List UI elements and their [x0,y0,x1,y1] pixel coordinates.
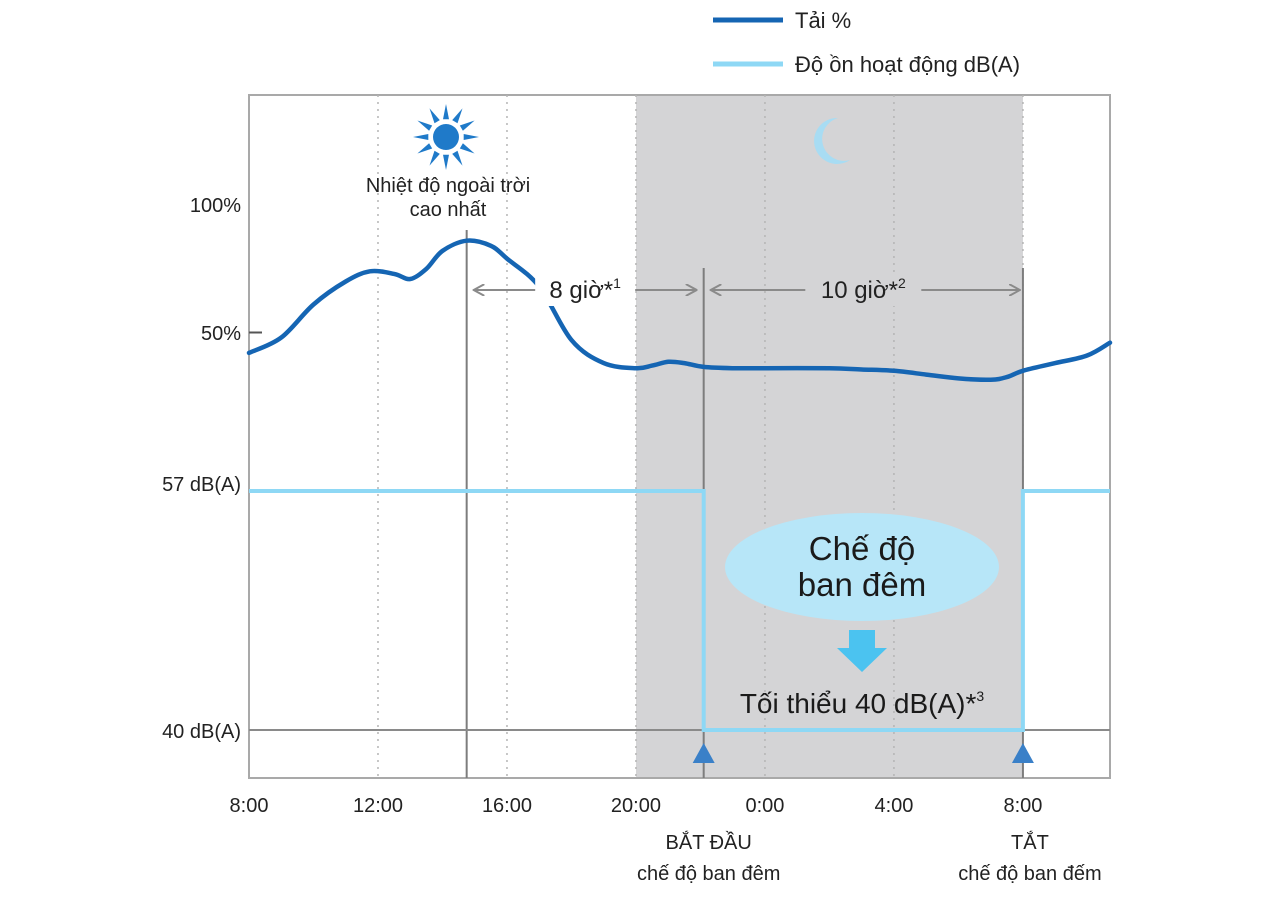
x-tick-label: 20:00 [611,795,661,817]
start-label-line1: BẮT ĐẦU [666,830,752,854]
x-tick-label: 8:00 [230,795,269,817]
plot-frame [248,94,1111,779]
start-marker-icon [692,743,715,763]
y-tick-40db: 40 dB(A) [162,721,241,743]
vertical-gridlines [377,95,1024,778]
peak-annotation-line1: Nhiệt độ ngoài trời [366,175,530,197]
end-label-line1: TẮT [1011,830,1049,854]
x-tick-label: 12:00 [353,795,403,817]
series-line-noise [249,489,1110,732]
x-axis-tick-labels: 8:00 12:00 16:00 20:00 0:00 4:00 8:00 [230,795,1043,817]
x-tick-label: 4:00 [874,795,913,817]
night-period-shading [635,95,1023,778]
minimum-noise-label: Tối thiểu 40 dB(A)*3 [740,688,985,719]
night-mode-label-line1: Chế độ [809,530,915,567]
start-label-line2: chế độ ban đêm [637,863,780,885]
y-tick-100: 100% [190,195,241,217]
moon-icon [814,117,850,164]
down-arrow-icon [837,630,887,672]
peak-annotation-line2: cao nhất [410,199,487,221]
duration-label-10h: 10 giờ*2 [821,275,906,304]
end-label-line2: chế độ ban đếm [958,863,1101,885]
legend: Tải % Độ ồn hoạt động dB(A) [713,8,1020,77]
x-tick-label: 0:00 [745,795,784,817]
legend-label-noise: Độ ồn hoạt động dB(A) [795,52,1020,77]
x-tick-label: 8:00 [1003,795,1042,817]
duration-label-bg-10h [805,274,922,306]
night-mode-label-line2: ban đêm [798,566,926,603]
duration-label-8h: 8 giờ*1 [549,275,621,304]
y-tick-50: 50% [201,323,241,345]
legend-label-load: Tải % [795,8,851,33]
y-tick-57db: 57 dB(A) [162,474,241,496]
x-tick-label: 16:00 [482,795,532,817]
sun-icon [413,104,479,170]
end-marker-icon [1011,743,1034,763]
night-mode-bubble [725,513,999,621]
series-line-load [246,238,1113,382]
duration-label-bg-8h [535,274,636,306]
